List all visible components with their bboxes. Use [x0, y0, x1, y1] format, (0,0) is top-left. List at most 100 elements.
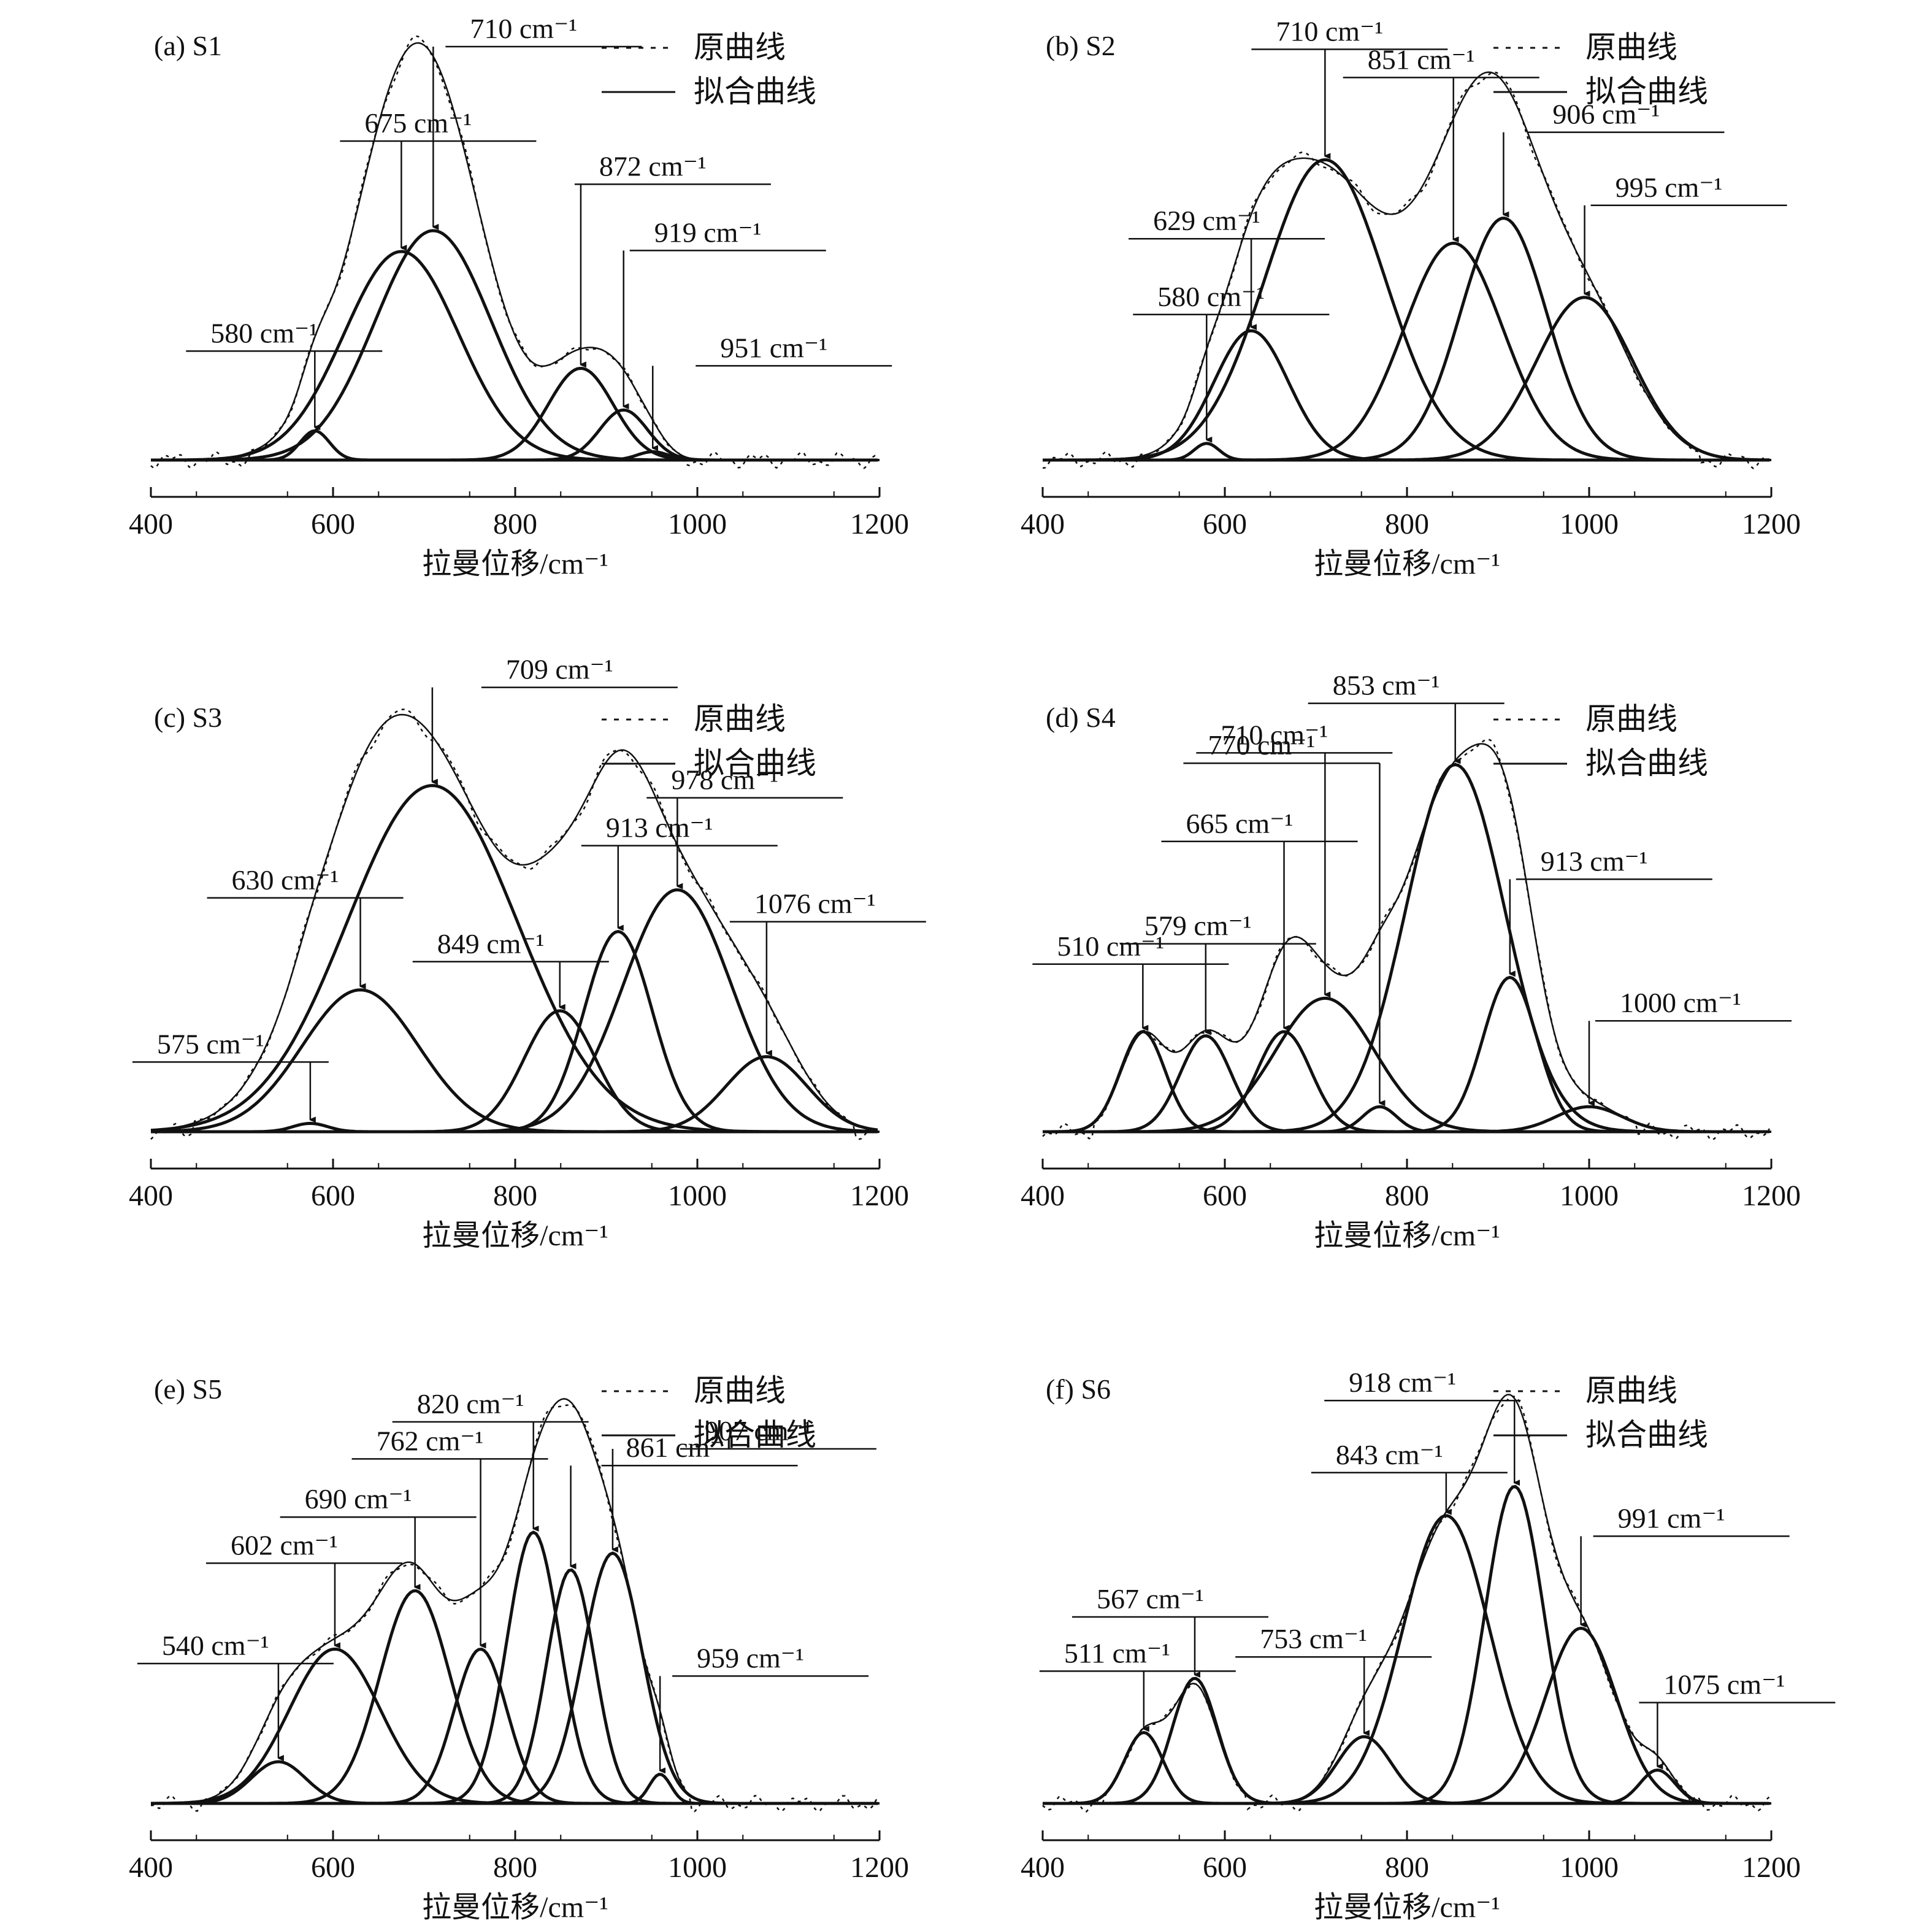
panel-title: (e) S5: [154, 1373, 222, 1405]
component-curve-540: [151, 1760, 878, 1805]
peak-label: 978 cm⁻¹: [671, 764, 778, 796]
peak-label: 906 cm⁻¹: [1552, 99, 1660, 130]
peak-label: 511 cm⁻¹: [1064, 1637, 1170, 1668]
fit-envelope-curve: [151, 1398, 878, 1805]
x-tick-label: 600: [1203, 1180, 1247, 1212]
peak-label: 918 cm⁻¹: [1349, 1367, 1456, 1398]
peak-label: 907 cm⁻¹: [705, 1415, 812, 1446]
peak-label: 709 cm⁻¹: [506, 654, 613, 685]
x-tick-label: 600: [311, 1851, 355, 1884]
peak-label: 540 cm⁻¹: [162, 1630, 269, 1661]
x-tick-label: 400: [129, 1851, 173, 1884]
component-curve-919: [151, 408, 878, 462]
x-tick-label: 1000: [1560, 508, 1619, 540]
x-tick-label: 1200: [850, 508, 909, 540]
x-axis-label: 拉曼位移/cm⁻¹: [1314, 1219, 1500, 1252]
fit-envelope-curve: [1043, 743, 1769, 1133]
peak-label: 575 cm⁻¹: [157, 1028, 264, 1059]
x-tick-label: 1000: [668, 508, 727, 540]
x-tick-label: 1200: [1742, 1851, 1801, 1884]
x-tick-label: 1200: [1742, 1180, 1801, 1212]
component-curve-1075: [1043, 1768, 1769, 1805]
peak-label: 510 cm⁻¹: [1057, 931, 1164, 962]
peak-label: 602 cm⁻¹: [231, 1529, 338, 1561]
legend-fit-label: 拟合曲线: [694, 74, 816, 109]
legend-fit-label: 拟合曲线: [1585, 746, 1708, 780]
original-curve: [1042, 71, 1770, 469]
peak-label: 851 cm⁻¹: [1368, 44, 1475, 75]
peak-label: 853 cm⁻¹: [1333, 670, 1440, 701]
peak-label: 1076 cm⁻¹: [754, 888, 876, 919]
peak-label: 567 cm⁻¹: [1097, 1583, 1204, 1614]
peak-label: 770 cm⁻¹: [1208, 729, 1315, 761]
peak-label: 710 cm⁻¹: [470, 13, 577, 44]
peak-label: 710 cm⁻¹: [1221, 719, 1328, 750]
peak-label: 913 cm⁻¹: [606, 812, 713, 843]
peak-label: 753 cm⁻¹: [1260, 1623, 1367, 1654]
legend-fit-label: 拟合曲线: [1585, 1418, 1708, 1452]
panel-title: (f) S6: [1046, 1373, 1111, 1405]
peak-label: 913 cm⁻¹: [1541, 845, 1648, 877]
component-curve-579: [1043, 1034, 1769, 1134]
peak-label: 1000 cm⁻¹: [1620, 987, 1741, 1018]
x-tick-label: 400: [1021, 508, 1065, 540]
x-axis-label: 拉曼位移/cm⁻¹: [422, 1219, 608, 1252]
legend-fit-label: 拟合曲线: [694, 746, 816, 780]
peak-label: 710 cm⁻¹: [1276, 15, 1383, 47]
peak-label: 959 cm⁻¹: [697, 1642, 804, 1673]
x-tick-label: 800: [1385, 1851, 1429, 1884]
peak-label: 995 cm⁻¹: [1616, 172, 1723, 203]
legend-original-label: 原曲线: [694, 1373, 786, 1408]
peak-label: 991 cm⁻¹: [1618, 1502, 1725, 1534]
peak-label: 951 cm⁻¹: [720, 332, 827, 363]
x-tick-label: 1000: [668, 1180, 727, 1212]
component-curve-851: [1043, 241, 1769, 462]
x-axis-label: 拉曼位移/cm⁻¹: [422, 1891, 608, 1924]
x-tick-label: 400: [129, 508, 173, 540]
peak-label: 675 cm⁻¹: [364, 107, 472, 139]
x-tick-label: 800: [493, 1180, 537, 1212]
component-curve-580: [151, 429, 878, 462]
x-tick-label: 600: [311, 1180, 355, 1212]
panel-title: (d) S4: [1046, 702, 1116, 733]
legend-original-label: 原曲线: [1585, 30, 1677, 64]
component-curve-510: [1043, 1030, 1769, 1134]
x-tick-label: 800: [493, 508, 537, 540]
x-tick-label: 600: [1203, 508, 1247, 540]
x-tick-label: 800: [493, 1851, 537, 1884]
peak-label: 580 cm⁻¹: [1157, 281, 1265, 312]
panel-title: (c) S3: [154, 702, 222, 733]
x-tick-label: 1200: [1742, 508, 1801, 540]
x-tick-label: 400: [129, 1180, 173, 1212]
peak-label: 849 cm⁻¹: [437, 928, 545, 959]
x-tick-label: 800: [1385, 1180, 1429, 1212]
x-axis-label: 拉曼位移/cm⁻¹: [422, 548, 608, 580]
component-curve-630: [150, 988, 878, 1134]
component-curve-1000: [1043, 1105, 1769, 1134]
x-tick-label: 1000: [1560, 1180, 1619, 1212]
x-tick-label: 1200: [850, 1851, 909, 1884]
peak-label: 579 cm⁻¹: [1144, 910, 1252, 942]
x-tick-label: 400: [1021, 1851, 1065, 1884]
x-axis-label: 拉曼位移/cm⁻¹: [1314, 1891, 1500, 1924]
x-tick-label: 600: [1203, 1851, 1247, 1884]
legend-fit-label: 拟合曲线: [694, 1418, 816, 1452]
legend-original-label: 原曲线: [1585, 1373, 1677, 1408]
x-tick-label: 600: [311, 508, 355, 540]
peak-label: 1075 cm⁻¹: [1663, 1669, 1785, 1700]
component-curve-995: [1043, 296, 1769, 462]
x-tick-label: 1000: [1560, 1851, 1619, 1884]
x-axis-label: 拉曼位移/cm⁻¹: [1314, 548, 1500, 580]
peak-label: 872 cm⁻¹: [599, 150, 707, 182]
panel-title: (b) S2: [1046, 30, 1116, 61]
peak-label: 665 cm⁻¹: [1186, 808, 1294, 839]
peak-label: 919 cm⁻¹: [654, 217, 762, 248]
x-tick-label: 400: [1021, 1180, 1065, 1212]
legend-original-label: 原曲线: [1585, 702, 1677, 736]
panel-title: (a) S1: [154, 30, 222, 61]
